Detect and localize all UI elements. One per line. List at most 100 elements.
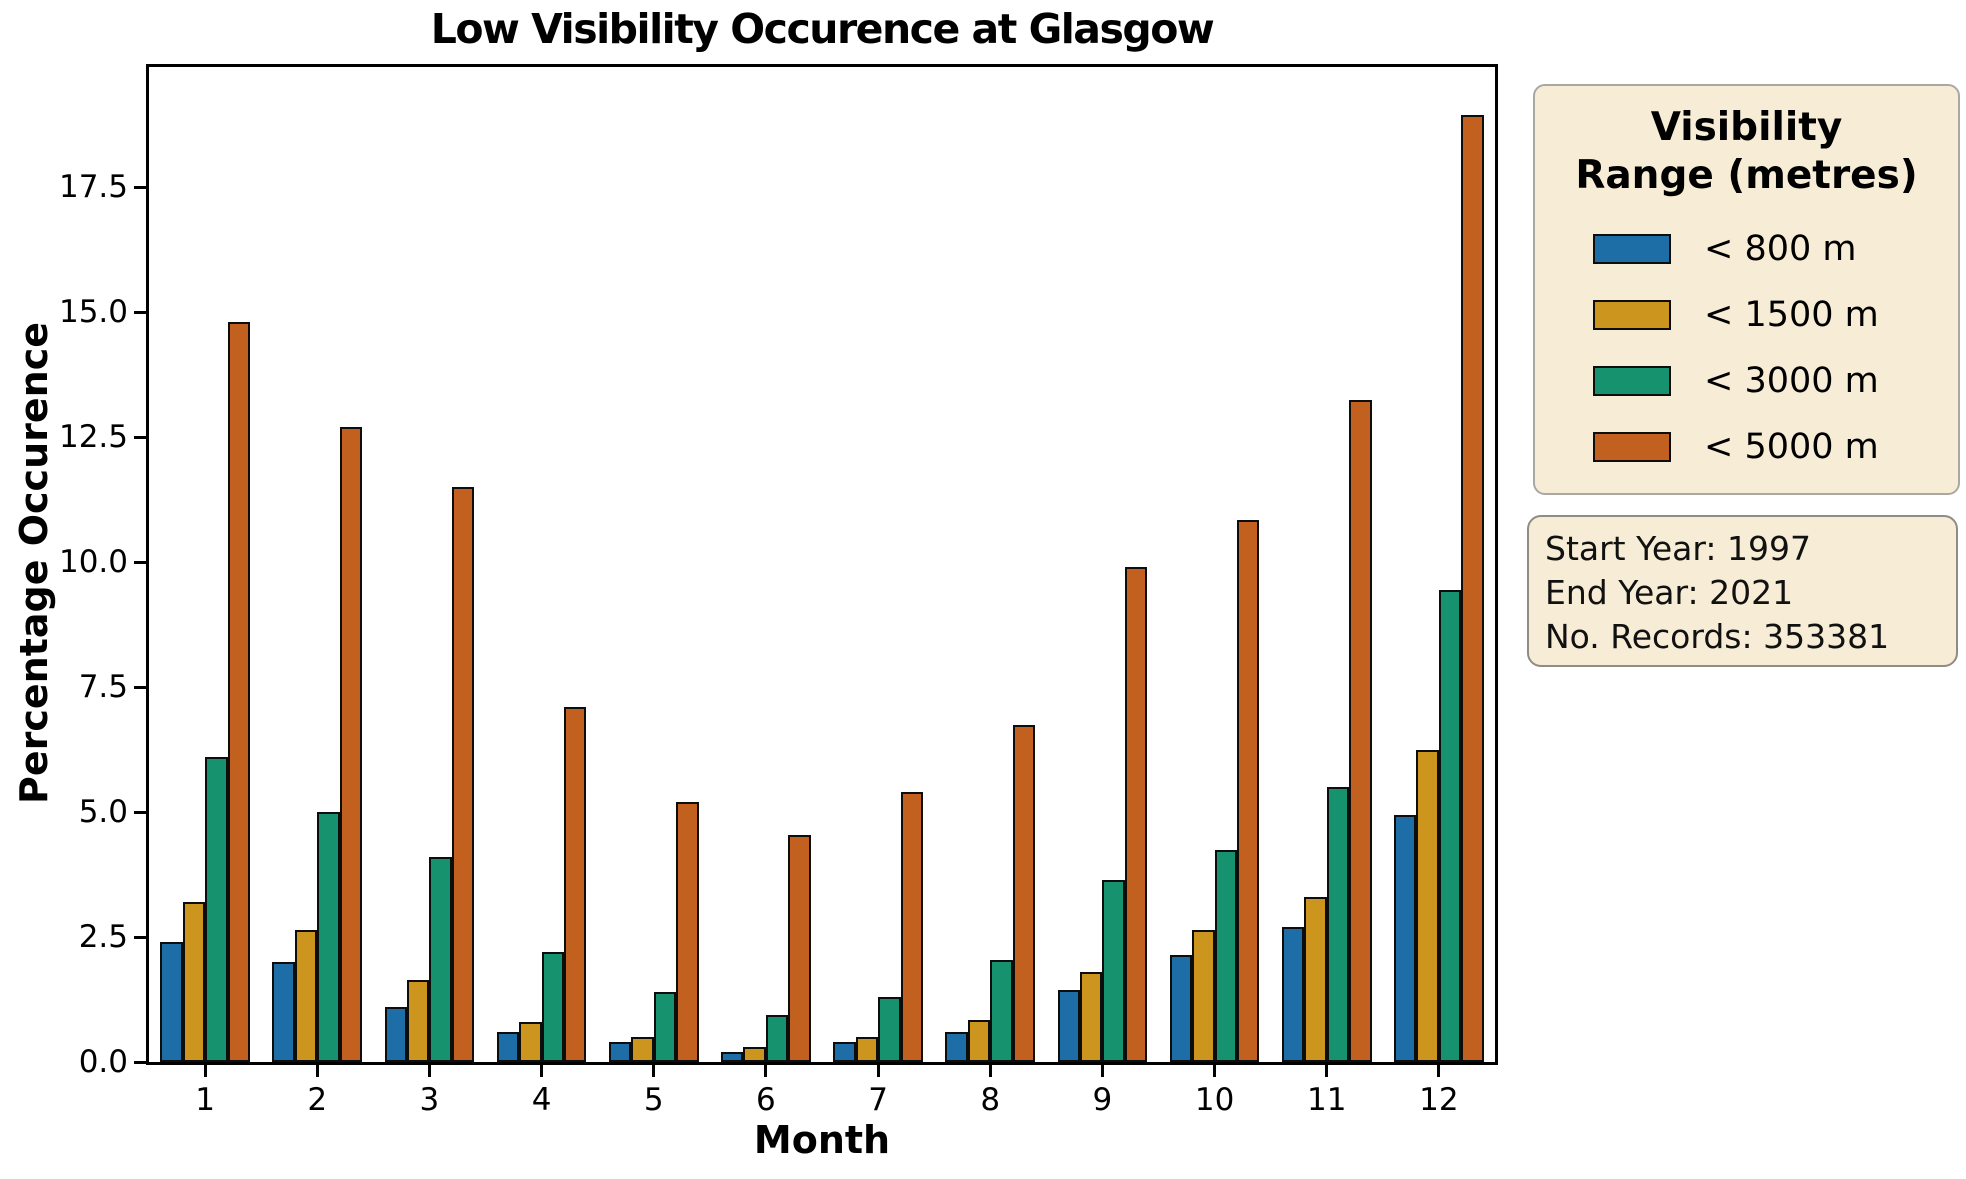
bar-month-8-3000m — [990, 959, 1013, 1062]
bar-month-5-5000m — [676, 802, 699, 1062]
chart-title: Low Visibility Occurence at Glasgow — [430, 5, 1215, 53]
info-box: Start Year: 1997 End Year: 2021 No. Reco… — [1527, 515, 1958, 667]
y-tick-label-12.5: 12.5 — [58, 419, 128, 455]
bar-month-2-5000m — [339, 427, 363, 1062]
legend-items: < 800 m < 1500 m < 3000 m < 5000 m — [1535, 216, 1958, 480]
y-tick-mark-7.5 — [134, 685, 146, 689]
bar-month-4-5000m — [564, 707, 587, 1062]
legend-item-800m: < 800 m — [1535, 216, 1958, 282]
bar-month-8-5000m — [1012, 724, 1036, 1062]
x-tick-label-10: 10 — [1194, 1082, 1235, 1118]
legend-swatch-5000m — [1593, 432, 1671, 462]
y-tick-label-2.5: 2.5 — [78, 919, 128, 955]
y-tick-mark-15.0 — [134, 310, 146, 314]
x-tick-label-2: 2 — [307, 1082, 328, 1118]
legend-title: Visibility Range (metres) — [1535, 104, 1958, 200]
x-axis-label: Month — [753, 1118, 891, 1162]
bar-month-1-1500m — [182, 902, 206, 1062]
y-tick-mark-17.5 — [134, 185, 146, 189]
bar-month-9-1500m — [1079, 972, 1103, 1062]
x-tick-label-3: 3 — [419, 1082, 440, 1118]
x-tick-mark-3 — [427, 1065, 431, 1077]
x-tick-mark-1 — [203, 1065, 207, 1077]
x-tick-label-11: 11 — [1307, 1082, 1347, 1118]
x-tick-mark-10 — [1213, 1065, 1217, 1077]
x-tick-label-1: 1 — [195, 1082, 215, 1118]
legend-item-5000m: < 5000 m — [1535, 414, 1958, 480]
bar-month-5-3000m — [653, 992, 677, 1062]
y-tick-mark-2.5 — [134, 935, 146, 939]
bar-month-6-800m — [721, 1052, 744, 1062]
x-tick-label-6: 6 — [756, 1082, 776, 1118]
x-tick-label-9: 9 — [1092, 1082, 1113, 1118]
bar-month-1-800m — [160, 942, 183, 1062]
bar-month-4-800m — [496, 1032, 520, 1062]
legend-item-label: < 3000 m — [1704, 361, 1879, 401]
bar-month-3-5000m — [451, 487, 475, 1062]
x-tick-mark-12 — [1437, 1065, 1441, 1077]
x-tick-label-8: 8 — [980, 1082, 1001, 1118]
legend-title-line-2: Range (metres) — [1575, 153, 1918, 198]
x-tick-mark-9 — [1100, 1065, 1104, 1077]
info-start-year: Start Year: 1997 — [1545, 529, 1811, 568]
bar-month-7-3000m — [878, 997, 901, 1062]
x-tick-mark-6 — [764, 1065, 768, 1077]
y-tick-label-17.5: 17.5 — [58, 169, 128, 205]
bar-month-2-3000m — [317, 812, 340, 1062]
x-tick-label-4: 4 — [531, 1082, 552, 1118]
bar-month-10-800m — [1169, 954, 1193, 1062]
x-tick-mark-7 — [876, 1065, 880, 1077]
bar-month-9-800m — [1057, 989, 1080, 1062]
y-tick-mark-10.0 — [134, 560, 146, 564]
bar-month-12-1500m — [1416, 749, 1439, 1062]
bar-month-4-3000m — [541, 952, 564, 1062]
bar-month-10-5000m — [1237, 519, 1260, 1062]
bar-month-7-5000m — [900, 792, 923, 1062]
legend-item-label: < 800 m — [1704, 229, 1857, 269]
legend-item-label: < 5000 m — [1704, 427, 1879, 467]
x-tick-mark-5 — [652, 1065, 656, 1077]
bar-month-1-3000m — [205, 757, 228, 1062]
bar-month-10-3000m — [1214, 849, 1237, 1062]
legend-title-line-1: Visibility — [1650, 105, 1843, 150]
bar-month-1-5000m — [227, 322, 250, 1062]
bar-month-6-3000m — [765, 1014, 789, 1062]
y-tick-label-5.0: 5.0 — [78, 794, 128, 830]
bar-month-11-800m — [1281, 927, 1305, 1062]
bar-month-9-3000m — [1102, 879, 1125, 1062]
legend: Visibility Range (metres) < 800 m < 1500 … — [1533, 84, 1960, 495]
legend-item-3000m: < 3000 m — [1535, 348, 1958, 414]
x-tick-mark-4 — [540, 1065, 544, 1077]
bar-month-5-1500m — [631, 1037, 654, 1062]
x-tick-mark-11 — [1325, 1065, 1329, 1077]
bar-month-5-800m — [608, 1042, 632, 1062]
bar-month-11-3000m — [1326, 787, 1350, 1062]
y-tick-mark-12.5 — [134, 435, 146, 439]
x-tick-label-12: 12 — [1419, 1082, 1459, 1118]
bar-month-12-800m — [1394, 814, 1417, 1062]
info-end-year: End Year: 2021 — [1545, 573, 1794, 612]
bar-month-11-5000m — [1349, 399, 1372, 1062]
info-num-records: No. Records: 353381 — [1545, 617, 1890, 656]
x-tick-mark-8 — [988, 1065, 992, 1077]
x-tick-mark-2 — [315, 1065, 319, 1077]
bar-month-8-800m — [945, 1032, 968, 1062]
legend-item-label: < 1500 m — [1704, 295, 1879, 335]
y-tick-label-7.5: 7.5 — [78, 669, 128, 705]
y-tick-label-10.0: 10.0 — [58, 544, 128, 580]
bar-month-10-1500m — [1192, 929, 1215, 1062]
bar-month-8-1500m — [967, 1019, 991, 1062]
bar-month-6-1500m — [743, 1047, 766, 1062]
y-tick-label-15.0: 15.0 — [58, 294, 128, 330]
bar-month-12-5000m — [1461, 114, 1484, 1062]
legend-item-1500m: < 1500 m — [1535, 282, 1958, 348]
bar-month-7-800m — [833, 1042, 856, 1062]
y-tick-mark-5.0 — [134, 810, 146, 814]
bar-month-3-3000m — [429, 857, 452, 1062]
bar-month-2-1500m — [294, 929, 318, 1062]
bar-month-12-3000m — [1438, 589, 1462, 1062]
y-axis-label: Percentage Occurence — [12, 322, 56, 804]
y-tick-mark-0.0 — [134, 1060, 146, 1064]
bar-month-3-1500m — [406, 979, 430, 1062]
